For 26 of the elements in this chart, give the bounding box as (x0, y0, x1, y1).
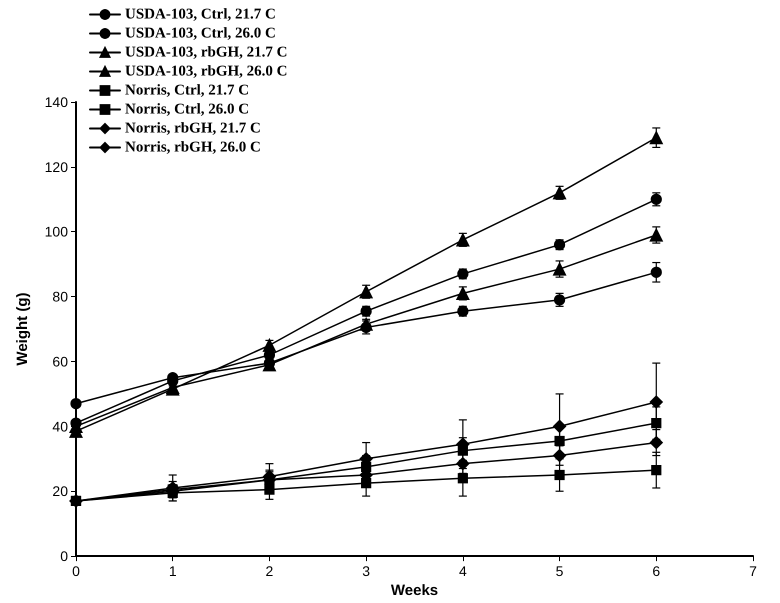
legend-label: Norris, Ctrl, 21.7 C (125, 82, 250, 98)
legend-label: USDA-103, Ctrl, 21.7 C (125, 6, 276, 22)
y-tick-label: 100 (44, 224, 68, 240)
x-axis-title: Weeks (390, 582, 438, 599)
y-axis-title: Weight (g) (14, 292, 31, 366)
x-tick-label: 2 (266, 563, 274, 580)
x-tick-label: 0 (72, 563, 80, 580)
legend-label: USDA-103, rbGH, 21.7 C (125, 44, 288, 60)
legend-label: USDA-103, rbGH, 26.0 C (125, 64, 288, 80)
x-tick-label: 6 (652, 563, 660, 580)
x-tick-label: 5 (556, 563, 564, 580)
legend-label: Norris, Ctrl, 26.0 C (125, 102, 250, 118)
y-tick-label: 60 (52, 353, 68, 370)
x-tick-label: 4 (458, 563, 467, 580)
y-tick-label: 140 (44, 94, 68, 110)
y-tick-label: 40 (52, 418, 68, 434)
x-tick-label: 7 (749, 563, 758, 580)
y-tick-label: 80 (52, 288, 68, 305)
y-tick-label: 0 (60, 548, 68, 564)
legend-label: Norris, rbGH, 21.7 C (125, 120, 261, 136)
y-tick-label: 20 (52, 483, 68, 500)
x-tick-label: 1 (168, 563, 177, 580)
x-tick-label: 3 (362, 563, 370, 580)
legend-label: Norris, rbGH, 26.0 C (125, 140, 261, 156)
legend-label: USDA-103, Ctrl, 26.0 C (125, 26, 276, 42)
y-tick-label: 120 (44, 158, 68, 175)
